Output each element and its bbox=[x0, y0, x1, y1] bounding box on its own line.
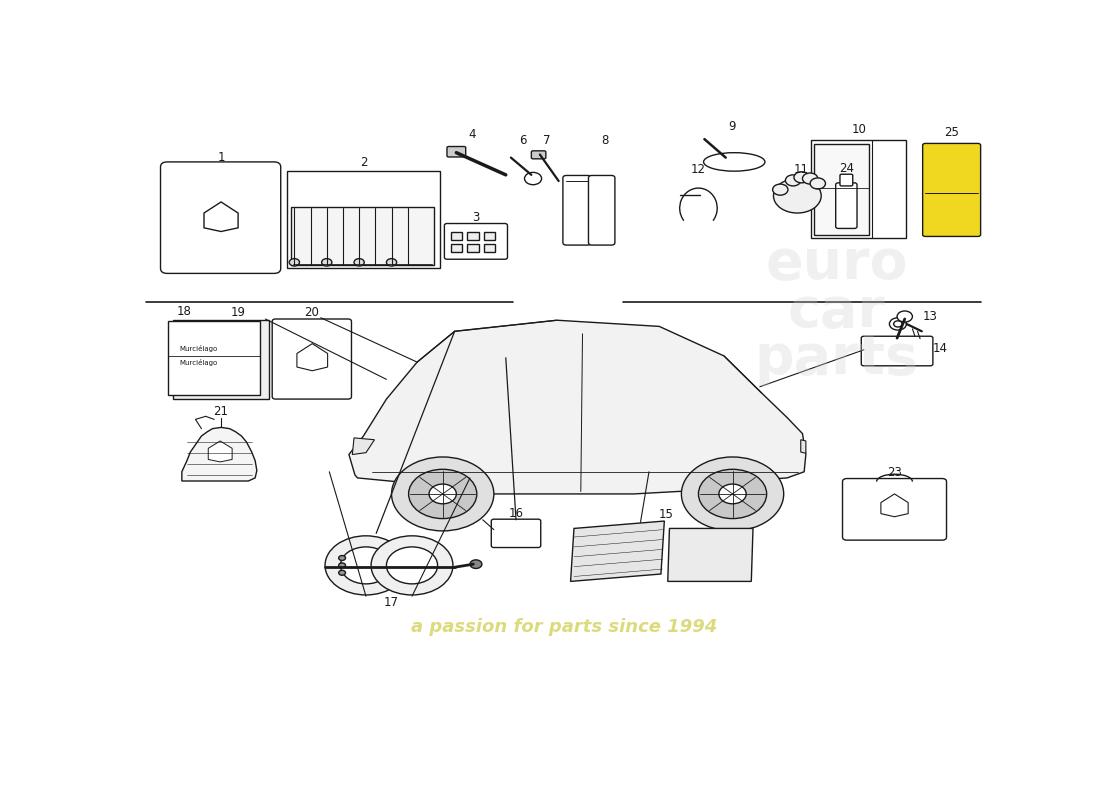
Circle shape bbox=[392, 457, 494, 531]
Polygon shape bbox=[208, 441, 232, 462]
Bar bbox=[174, 320, 268, 399]
Circle shape bbox=[339, 555, 345, 561]
Bar bbox=[814, 144, 869, 235]
Text: 17: 17 bbox=[384, 596, 399, 609]
Text: Murciélago: Murciélago bbox=[179, 345, 218, 352]
Bar bbox=[168, 321, 261, 394]
Circle shape bbox=[772, 184, 788, 195]
FancyBboxPatch shape bbox=[447, 146, 465, 157]
Text: 15: 15 bbox=[659, 508, 673, 522]
FancyBboxPatch shape bbox=[923, 143, 980, 237]
Bar bbox=[468, 245, 478, 253]
Text: 13: 13 bbox=[923, 310, 938, 323]
Circle shape bbox=[810, 178, 825, 189]
Polygon shape bbox=[352, 438, 374, 454]
Polygon shape bbox=[571, 521, 664, 582]
Circle shape bbox=[386, 258, 397, 266]
Text: 25: 25 bbox=[944, 126, 959, 139]
Polygon shape bbox=[801, 440, 806, 454]
Text: a passion for parts since 1994: a passion for parts since 1994 bbox=[410, 618, 717, 636]
FancyBboxPatch shape bbox=[272, 319, 352, 399]
Bar bbox=[451, 245, 462, 253]
Polygon shape bbox=[297, 344, 328, 370]
FancyBboxPatch shape bbox=[492, 519, 541, 547]
Circle shape bbox=[794, 172, 810, 183]
Circle shape bbox=[289, 258, 299, 266]
FancyBboxPatch shape bbox=[588, 175, 615, 245]
Circle shape bbox=[898, 311, 912, 322]
Ellipse shape bbox=[704, 153, 764, 171]
Circle shape bbox=[893, 321, 902, 327]
Circle shape bbox=[340, 547, 392, 584]
Circle shape bbox=[339, 570, 345, 575]
Circle shape bbox=[803, 173, 817, 184]
Circle shape bbox=[773, 178, 822, 213]
Bar bbox=[811, 140, 906, 238]
Circle shape bbox=[386, 547, 438, 584]
Text: 20: 20 bbox=[304, 306, 319, 319]
Text: 1: 1 bbox=[218, 151, 224, 164]
FancyBboxPatch shape bbox=[843, 478, 946, 540]
FancyBboxPatch shape bbox=[836, 183, 857, 229]
Text: 8: 8 bbox=[601, 134, 608, 147]
Text: 6: 6 bbox=[519, 134, 527, 147]
Circle shape bbox=[470, 560, 482, 569]
FancyBboxPatch shape bbox=[161, 162, 280, 274]
FancyBboxPatch shape bbox=[840, 174, 852, 186]
FancyBboxPatch shape bbox=[563, 175, 591, 245]
Text: 7: 7 bbox=[543, 134, 550, 147]
Text: 21: 21 bbox=[213, 405, 229, 418]
Text: Murciélago: Murciélago bbox=[179, 358, 218, 366]
Text: 11: 11 bbox=[793, 163, 808, 177]
Bar bbox=[451, 232, 462, 240]
Circle shape bbox=[525, 172, 541, 185]
Bar bbox=[484, 245, 495, 253]
Circle shape bbox=[719, 484, 746, 504]
Text: 18: 18 bbox=[177, 305, 191, 318]
Text: 14: 14 bbox=[933, 342, 948, 355]
Text: 19: 19 bbox=[231, 306, 245, 319]
Polygon shape bbox=[182, 427, 257, 481]
Circle shape bbox=[785, 175, 801, 186]
FancyBboxPatch shape bbox=[444, 223, 507, 259]
Text: 12: 12 bbox=[691, 163, 706, 177]
Text: 9: 9 bbox=[728, 120, 736, 134]
FancyBboxPatch shape bbox=[861, 336, 933, 366]
Bar bbox=[287, 171, 440, 269]
Text: 10: 10 bbox=[851, 123, 866, 136]
Circle shape bbox=[326, 536, 407, 595]
Text: 3: 3 bbox=[472, 211, 480, 224]
Circle shape bbox=[890, 318, 906, 330]
Polygon shape bbox=[349, 320, 806, 494]
Bar bbox=[468, 232, 478, 240]
Circle shape bbox=[698, 470, 767, 518]
Circle shape bbox=[681, 457, 783, 531]
Text: 24: 24 bbox=[839, 162, 855, 175]
Text: euro
car
parts: euro car parts bbox=[755, 237, 918, 386]
Polygon shape bbox=[668, 529, 754, 582]
Circle shape bbox=[429, 484, 456, 504]
Text: 2: 2 bbox=[360, 156, 367, 169]
Circle shape bbox=[354, 258, 364, 266]
Circle shape bbox=[408, 470, 476, 518]
Bar bbox=[484, 232, 495, 240]
Circle shape bbox=[339, 563, 345, 568]
FancyBboxPatch shape bbox=[531, 151, 546, 159]
Polygon shape bbox=[881, 494, 909, 517]
Text: 23: 23 bbox=[887, 466, 902, 479]
Text: 4: 4 bbox=[469, 128, 476, 141]
Circle shape bbox=[321, 258, 332, 266]
Bar bbox=[290, 207, 434, 266]
Text: 16: 16 bbox=[508, 507, 524, 520]
Polygon shape bbox=[204, 202, 238, 231]
Circle shape bbox=[371, 536, 453, 595]
